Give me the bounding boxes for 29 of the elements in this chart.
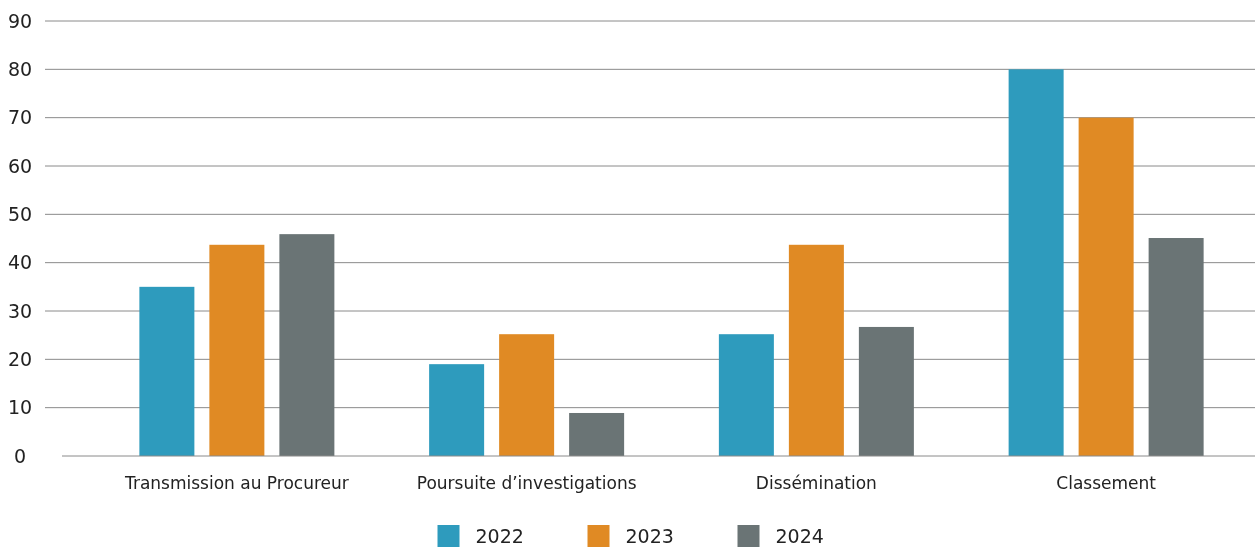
y-tick-label: 50 — [7, 202, 33, 225]
y-tick-label: 40 — [7, 251, 33, 274]
bar — [499, 334, 555, 456]
y-tick-label: 60 — [7, 154, 33, 177]
y-tick-label: 20 — [7, 347, 33, 370]
bar — [139, 286, 195, 456]
bar — [1148, 238, 1204, 456]
legend-label: 2024 — [775, 524, 824, 547]
bar — [718, 334, 774, 456]
y-tick-label: 10 — [7, 396, 33, 419]
bar — [429, 364, 485, 456]
x-tick-label: Classement — [1056, 473, 1157, 493]
bar — [569, 412, 625, 456]
y-tick-label: 70 — [7, 106, 33, 129]
bar — [1008, 69, 1064, 456]
y-tick-label: 90 — [7, 9, 33, 32]
legend-label: 2022 — [475, 524, 524, 547]
x-tick-label: Dissémination — [755, 473, 877, 493]
x-tick-label: Poursuite d’investigations — [416, 473, 637, 493]
bar — [209, 244, 265, 456]
legend-label: 2023 — [625, 524, 674, 547]
bar — [858, 326, 914, 456]
bar — [1078, 117, 1134, 456]
y-tick-label: 30 — [7, 299, 33, 322]
bar — [788, 244, 844, 456]
bar — [279, 234, 335, 456]
y-tick-label: 80 — [7, 57, 33, 80]
y-tick-label: 0 — [13, 444, 27, 467]
x-tick-label: Transmission au Procureur — [124, 473, 349, 493]
